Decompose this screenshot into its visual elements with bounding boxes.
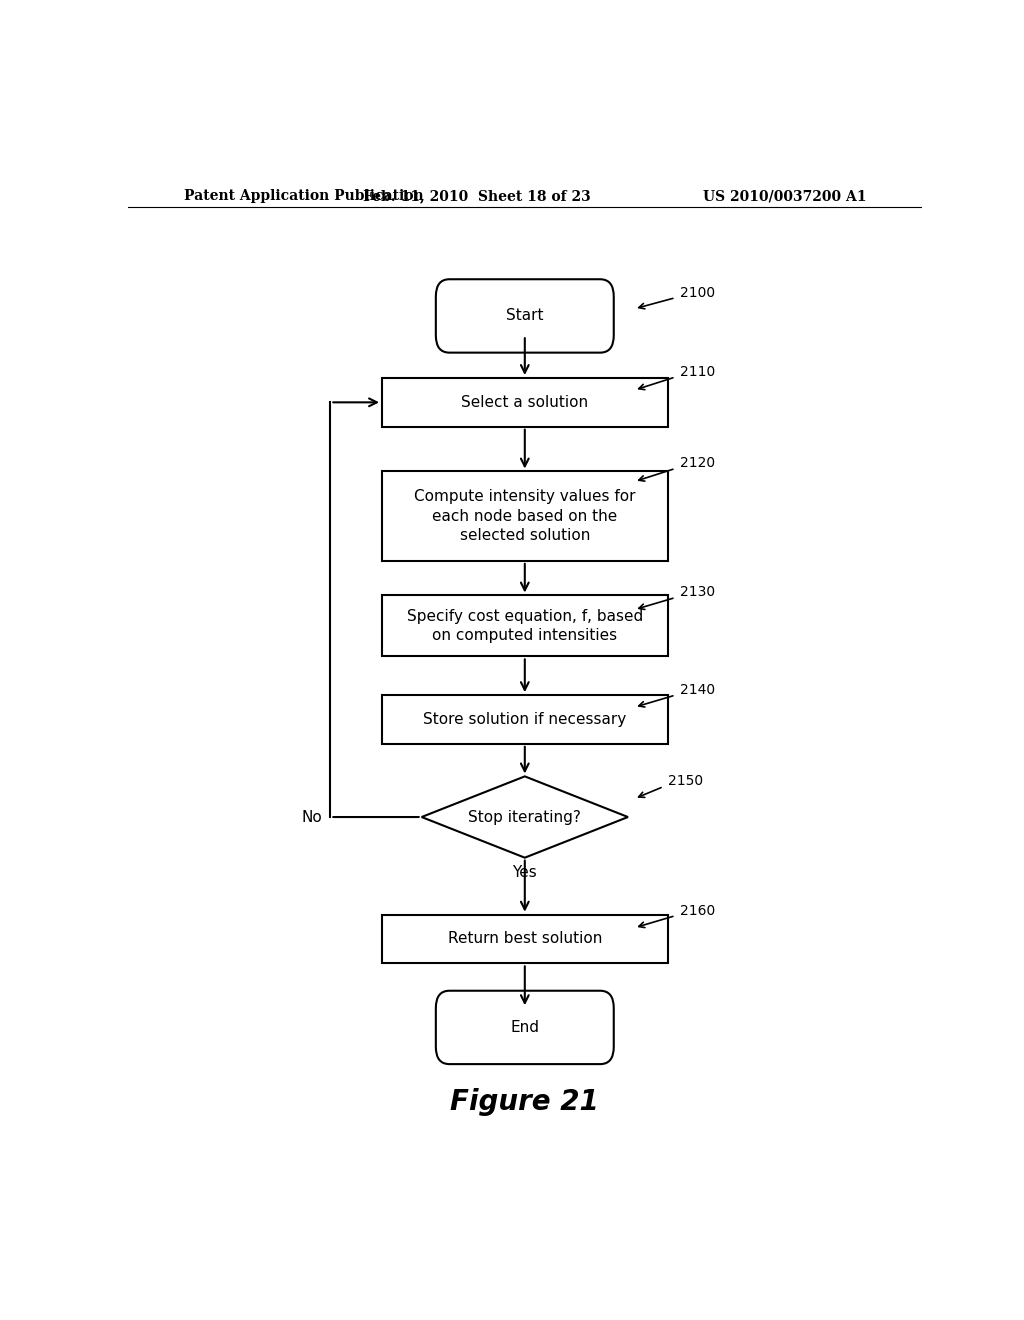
Text: Yes: Yes: [512, 866, 538, 880]
Text: US 2010/0037200 A1: US 2010/0037200 A1: [702, 189, 866, 203]
Text: Store solution if necessary: Store solution if necessary: [423, 711, 627, 727]
Text: Patent Application Publication: Patent Application Publication: [183, 189, 423, 203]
Text: 2120: 2120: [680, 457, 715, 470]
Text: 2130: 2130: [680, 585, 715, 599]
Text: 2150: 2150: [668, 775, 702, 788]
Text: 2140: 2140: [680, 682, 715, 697]
FancyBboxPatch shape: [436, 280, 613, 352]
Text: Return best solution: Return best solution: [447, 932, 602, 946]
FancyBboxPatch shape: [436, 991, 613, 1064]
Polygon shape: [422, 776, 628, 858]
Text: Start: Start: [506, 309, 544, 323]
Bar: [382, 471, 668, 561]
Bar: [382, 696, 668, 744]
Text: Select a solution: Select a solution: [461, 395, 589, 409]
Bar: [382, 595, 668, 656]
Text: Specify cost equation, f, based
on computed intensities: Specify cost equation, f, based on compu…: [407, 609, 643, 643]
Text: 2110: 2110: [680, 364, 715, 379]
Text: Stop iterating?: Stop iterating?: [468, 809, 582, 825]
Text: Figure 21: Figure 21: [451, 1088, 599, 1115]
Text: End: End: [510, 1020, 540, 1035]
Text: Feb. 11, 2010  Sheet 18 of 23: Feb. 11, 2010 Sheet 18 of 23: [364, 189, 591, 203]
Bar: [382, 378, 668, 426]
Text: No: No: [302, 809, 323, 825]
Bar: [382, 915, 668, 964]
Text: 2160: 2160: [680, 903, 715, 917]
Text: Compute intensity values for
each node based on the
selected solution: Compute intensity values for each node b…: [414, 488, 636, 544]
Text: 2100: 2100: [680, 285, 715, 300]
